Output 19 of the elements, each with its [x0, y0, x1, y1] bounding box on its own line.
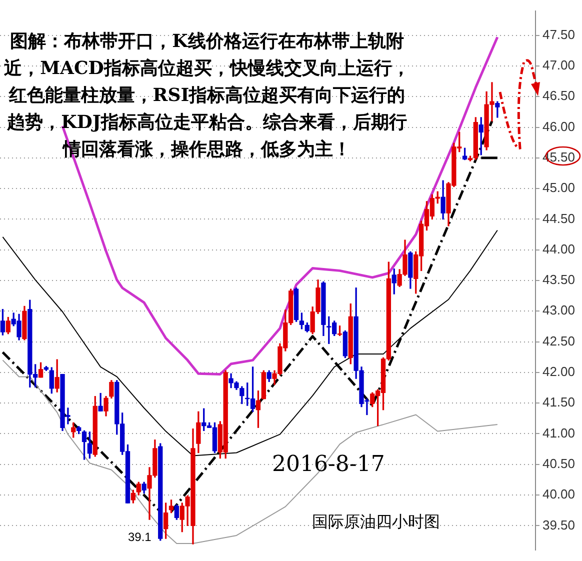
y-tick-label: 41.00 [542, 425, 576, 440]
y-tick-label: 40.00 [542, 486, 576, 502]
annotation: 39.1 [128, 530, 152, 544]
y-tick-label: 42.50 [542, 333, 576, 348]
y-tick-label: 46.00 [542, 118, 576, 134]
annotation: 国际原油四小时图 [312, 512, 440, 533]
annotation: 2016-8-17 [272, 452, 385, 477]
y-tick-label: 43.00 [542, 302, 576, 318]
y-tick-label: 46.50 [542, 88, 576, 104]
y-tick-label: 40.50 [542, 456, 576, 471]
y-tick-label: 47.00 [542, 58, 576, 73]
y-tick-label: 47.50 [542, 26, 576, 42]
y-tick-label: 45.00 [542, 180, 576, 196]
y-tick-label: 44.50 [542, 210, 576, 226]
y-tick-label: 43.50 [542, 272, 576, 288]
y-tick-label: 44.00 [542, 241, 576, 256]
y-tick-label: 41.50 [542, 394, 576, 410]
y-tick-label: 42.00 [542, 364, 576, 380]
y-tick-label: 39.50 [542, 517, 576, 532]
